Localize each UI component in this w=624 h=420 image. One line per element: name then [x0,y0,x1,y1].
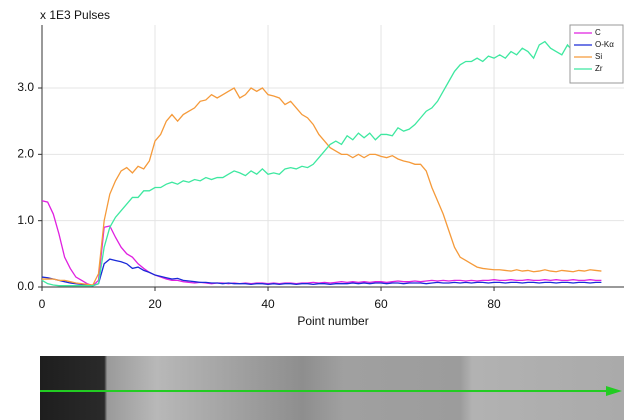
legend-label: C [595,28,601,37]
y-tick-label: 2.0 [17,147,34,161]
y-tick-label: 0.0 [17,279,34,293]
x-axis-label: Point number [297,314,368,328]
legend-label: O-Kα [595,40,614,49]
legend: C O-Kα Si Zr [569,24,624,84]
y-axis-label: x 1E3 Pulses [40,8,110,22]
x-tick-label: 40 [261,297,275,311]
legend-label: Zr [595,64,603,73]
series-line [41,258,602,287]
x-tick-label: 60 [374,297,388,311]
image-strip [40,356,624,420]
plot-background [42,25,624,287]
legend-box [569,24,624,84]
y-tick-label: 1.0 [17,213,34,227]
plot-area: 0.0 1.0 2.0 3.0 0 20 40 60 80 C O-Kα Si Zr [17,24,624,311]
x-tick-label: 80 [487,297,501,311]
x-tick-label: 20 [148,297,162,311]
series-line [41,200,602,287]
y-tick-label: 3.0 [17,80,34,94]
legend-label: Si [595,52,602,61]
series-line [42,87,602,286]
scan-arrow [606,386,622,396]
series-line [41,40,602,287]
x-tick-label: 0 [39,297,46,311]
